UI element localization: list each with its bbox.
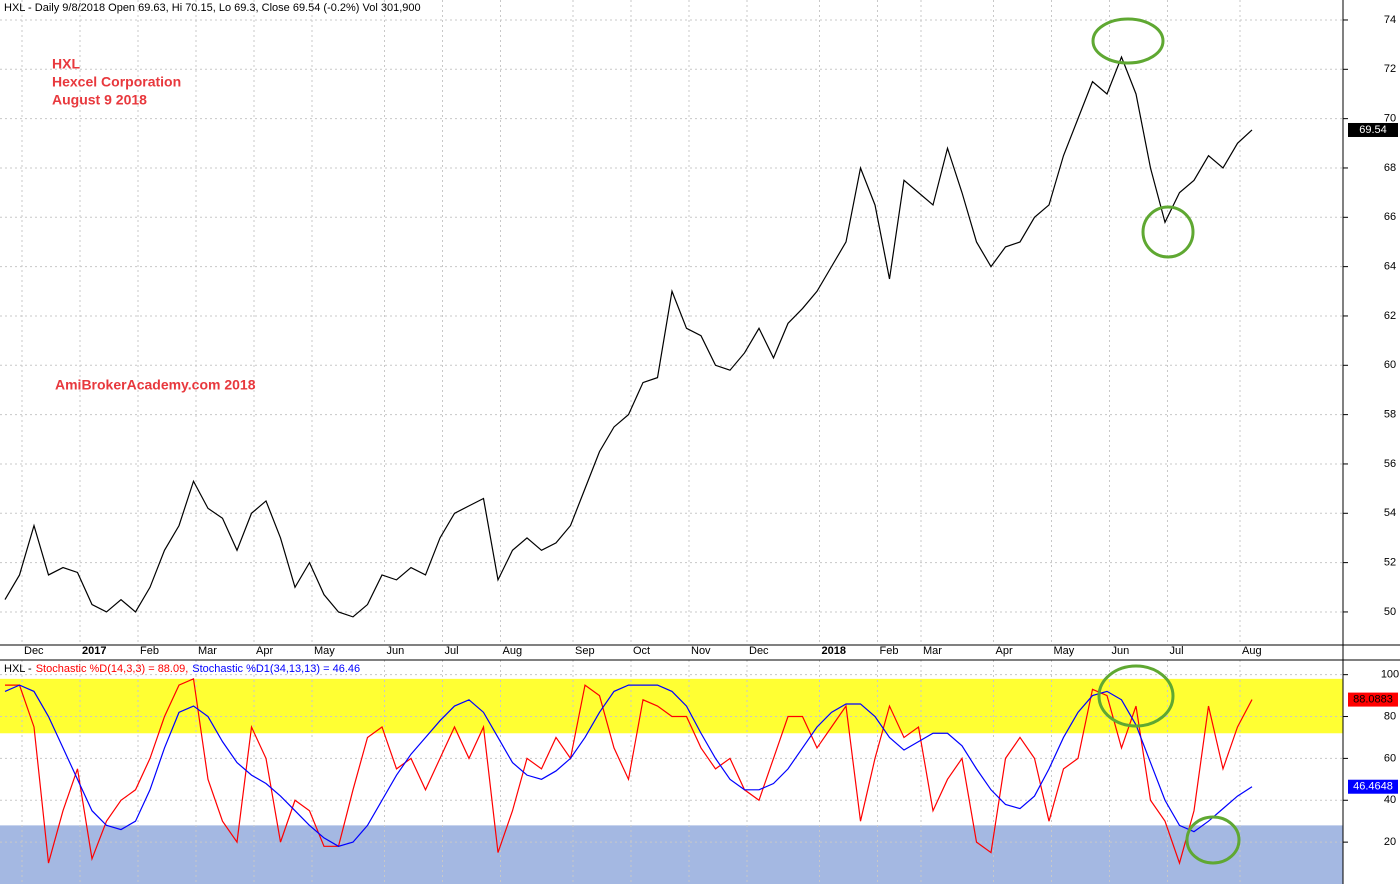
highlight-ellipse [1185,815,1241,865]
y-tick-label: 60 [1384,359,1396,371]
x-tick-label: Jun [1112,645,1130,657]
x-tick-label: Nov [691,645,711,657]
series-line [4,55,1253,618]
highlight-ellipse [1091,17,1165,65]
y-tick-label: 56 [1384,458,1396,470]
y-tick-label: 66 [1384,211,1396,223]
y-tick-label: 64 [1384,261,1396,273]
last-value-label: 69.54 [1359,124,1387,136]
x-tick-label: Mar [198,645,217,657]
x-tick-label: 2017 [82,645,106,657]
x-tick-label: Jul [445,645,459,657]
indicator-legend: Stochastic %D(14,3,3) = 88.09, [36,663,189,675]
x-tick-label: Feb [140,645,159,657]
last-value-label: 46.4648 [1353,781,1393,793]
annotation: Hexcel Corporation [52,74,181,90]
last-value-label: 88.0883 [1353,693,1393,705]
y-tick-label: 40 [1384,794,1396,806]
x-tick-label: May [314,645,335,657]
y-tick-label: 70 [1384,113,1396,125]
highlight-ellipse [1097,664,1175,728]
y-tick-label: 60 [1384,752,1396,764]
last-value-box [1348,122,1398,137]
y-tick-label: 74 [1384,14,1396,26]
indicator-legend: Stochastic %D1(34,13,13) = 46.46 [192,663,360,675]
x-tick-label: Jul [1170,645,1184,657]
y-tick-label: 58 [1384,409,1396,421]
indicator-legend: HXL - [4,663,32,675]
band [0,825,1343,884]
x-tick-label: Aug [1242,645,1262,657]
x-tick-label: Apr [256,645,273,657]
x-tick-label: Dec [24,645,44,657]
last-value-box [1348,692,1398,707]
x-tick-label: Feb [880,645,899,657]
x-tick-label: Jun [387,645,405,657]
x-tick-label: Sep [575,645,595,657]
highlight-ellipse [1141,205,1195,259]
x-tick-label: Aug [503,645,523,657]
y-tick-label: 100 [1381,669,1399,681]
x-tick-label: May [1054,645,1075,657]
annotation: August 9 2018 [52,92,147,108]
y-tick-label: 62 [1384,310,1396,322]
series-line [4,684,1253,847]
y-tick-label: 54 [1384,507,1396,519]
annotation: HXL [52,56,80,72]
y-tick-label: 80 [1384,710,1396,722]
y-tick-label: 20 [1384,836,1396,848]
y-tick-label: 50 [1384,606,1396,618]
y-tick-label: 68 [1384,162,1396,174]
y-tick-label: 52 [1384,557,1396,569]
x-tick-label: Mar [923,645,942,657]
series-line [5,677,1253,866]
x-tick-label: 2018 [822,645,846,657]
chart-title: HXL - Daily 9/8/2018 Open 69.63, Hi 70.1… [4,2,421,14]
x-tick-label: Apr [996,645,1013,657]
last-value-box [1348,779,1398,794]
x-tick-label: Oct [633,645,650,657]
annotation: AmiBrokerAcademy.com 2018 [55,377,256,393]
x-tick-label: Dec [749,645,769,657]
y-tick-label: 72 [1384,63,1396,75]
